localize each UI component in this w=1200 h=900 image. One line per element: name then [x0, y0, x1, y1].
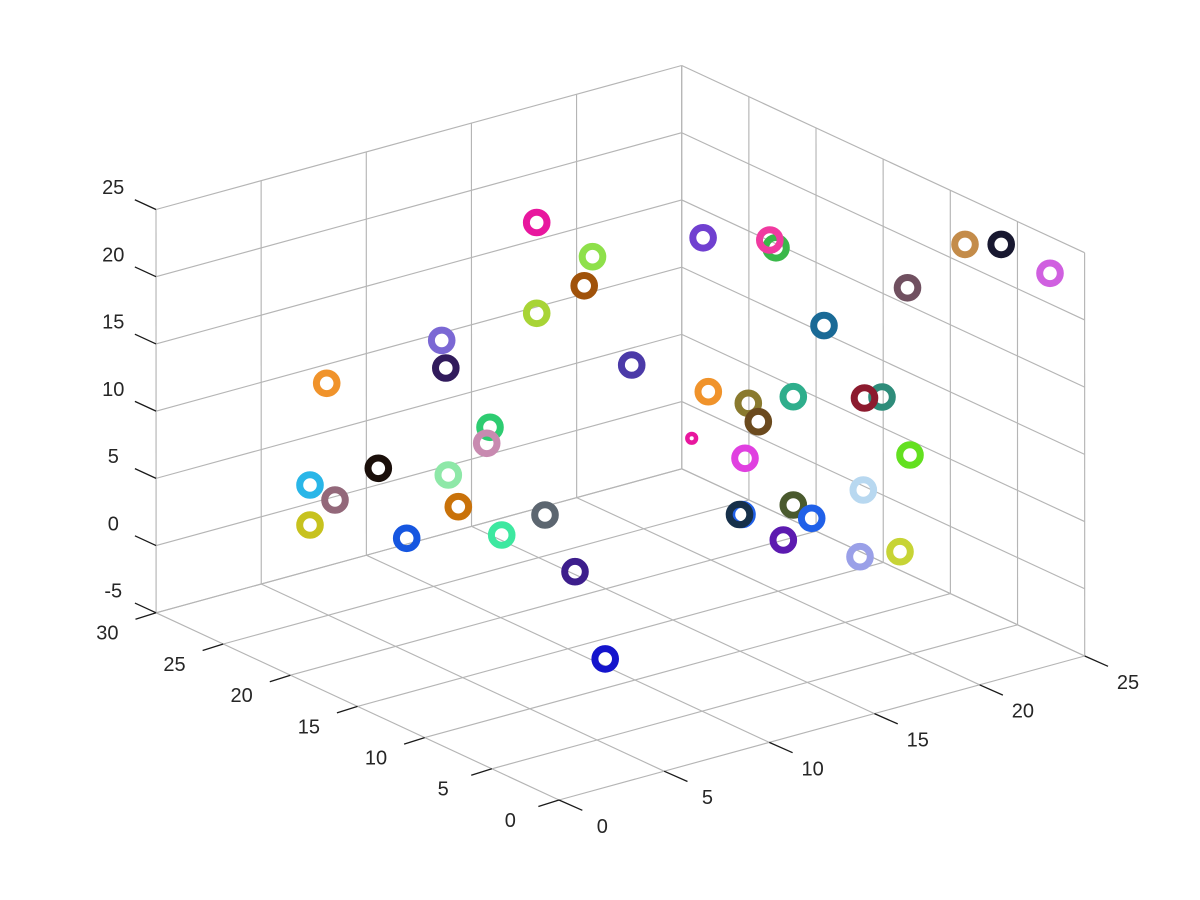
svg-text:20: 20 — [102, 244, 124, 266]
svg-text:0: 0 — [505, 810, 516, 832]
svg-text:30: 30 — [96, 623, 118, 645]
svg-text:10: 10 — [365, 748, 387, 770]
svg-text:0: 0 — [108, 513, 119, 535]
svg-text:20: 20 — [231, 685, 253, 707]
svg-text:10: 10 — [102, 379, 124, 401]
svg-text:25: 25 — [163, 654, 185, 676]
svg-text:-5: -5 — [104, 581, 122, 603]
svg-text:15: 15 — [298, 716, 320, 738]
svg-text:15: 15 — [102, 312, 124, 334]
svg-text:25: 25 — [102, 177, 124, 199]
svg-text:5: 5 — [702, 787, 713, 809]
svg-text:5: 5 — [108, 446, 119, 468]
svg-text:5: 5 — [438, 779, 449, 801]
svg-text:10: 10 — [801, 758, 823, 780]
svg-text:0: 0 — [597, 816, 608, 838]
svg-text:25: 25 — [1117, 672, 1139, 694]
svg-text:20: 20 — [1012, 701, 1034, 723]
svg-text:15: 15 — [907, 730, 929, 752]
